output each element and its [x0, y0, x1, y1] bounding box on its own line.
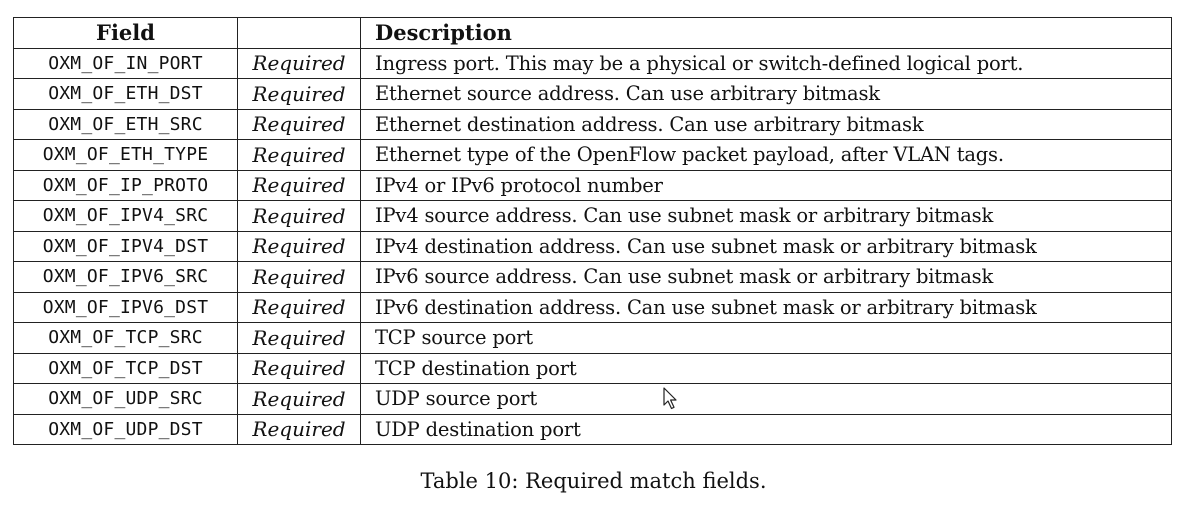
requirement-cell: Required	[237, 78, 361, 110]
table-row: OXM_OF_ETH_TYPE Required Ethernet type o…	[13, 139, 1172, 171]
field-name-cell: OXM_OF_ETH_DST	[13, 78, 238, 110]
header-requirement	[237, 17, 361, 49]
table-row: OXM_OF_TCP_DST Required TCP destination …	[13, 352, 1172, 384]
mouse-pointer-icon	[663, 387, 677, 410]
field-name-cell: OXM_OF_IPV4_SRC	[13, 200, 238, 232]
table-row: OXM_OF_IPV6_DST Required IPv6 destinatio…	[13, 291, 1172, 323]
table-row: OXM_OF_IPV4_DST Required IPv4 destinatio…	[13, 230, 1172, 262]
table-body: OXM_OF_IN_PORT Required Ingress port. Th…	[13, 47, 1172, 445]
requirement-cell: Required	[237, 47, 361, 79]
requirement-cell: Required	[237, 383, 361, 415]
requirement-cell: Required	[237, 322, 361, 354]
table-row: OXM_OF_IN_PORT Required Ingress port. Th…	[13, 47, 1172, 79]
table-row: OXM_OF_ETH_DST Required Ethernet source …	[13, 78, 1172, 110]
requirement-cell: Required	[237, 413, 361, 445]
match-fields-table: Field Description OXM_OF_IN_PORT Require…	[13, 17, 1172, 445]
field-name-cell: OXM_OF_TCP_SRC	[13, 322, 238, 354]
table-row: OXM_OF_TCP_SRC Required TCP source port	[13, 322, 1172, 354]
description-cell: Ethernet type of the OpenFlow packet pay…	[360, 139, 1172, 171]
description-cell: IPv4 source address. Can use subnet mask…	[360, 200, 1172, 232]
table-row: OXM_OF_IPV4_SRC Required IPv4 source add…	[13, 200, 1172, 232]
description-cell: UDP source port	[360, 383, 1172, 415]
field-name-cell: OXM_OF_IPV4_DST	[13, 230, 238, 262]
requirement-cell: Required	[237, 352, 361, 384]
requirement-cell: Required	[237, 108, 361, 140]
field-name-cell: OXM_OF_IPV6_SRC	[13, 261, 238, 293]
requirement-cell: Required	[237, 230, 361, 262]
description-cell: IPv4 destination address. Can use subnet…	[360, 230, 1172, 262]
field-name-cell: OXM_OF_IP_PROTO	[13, 169, 238, 201]
description-cell: Ingress port. This may be a physical or …	[360, 47, 1172, 79]
description-cell: Ethernet source address. Can use arbitra…	[360, 78, 1172, 110]
field-name-cell: OXM_OF_IPV6_DST	[13, 291, 238, 323]
table-row: OXM_OF_ETH_SRC Required Ethernet destina…	[13, 108, 1172, 140]
description-cell: IPv4 or IPv6 protocol number	[360, 169, 1172, 201]
field-name-cell: OXM_OF_ETH_TYPE	[13, 139, 238, 171]
description-cell: TCP source port	[360, 322, 1172, 354]
table-row: OXM_OF_IP_PROTO Required IPv4 or IPv6 pr…	[13, 169, 1172, 201]
requirement-cell: Required	[237, 291, 361, 323]
table-caption: Table 10: Required match fields.	[420, 469, 767, 493]
field-name-cell: OXM_OF_IN_PORT	[13, 47, 238, 79]
requirement-cell: Required	[237, 261, 361, 293]
description-cell: TCP destination port	[360, 352, 1172, 384]
table-row: OXM_OF_UDP_DST Required UDP destination …	[13, 413, 1172, 445]
field-name-cell: OXM_OF_UDP_DST	[13, 413, 238, 445]
field-name-cell: OXM_OF_TCP_DST	[13, 352, 238, 384]
requirement-cell: Required	[237, 200, 361, 232]
field-name-cell: OXM_OF_UDP_SRC	[13, 383, 238, 415]
requirement-cell: Required	[237, 169, 361, 201]
description-cell: UDP destination port	[360, 413, 1172, 445]
table-header-row: Field Description	[13, 17, 1172, 49]
requirement-cell: Required	[237, 139, 361, 171]
description-cell: Ethernet destination address. Can use ar…	[360, 108, 1172, 140]
header-field: Field	[13, 17, 238, 49]
description-cell: IPv6 destination address. Can use subnet…	[360, 291, 1172, 323]
field-name-cell: OXM_OF_ETH_SRC	[13, 108, 238, 140]
header-description: Description	[360, 17, 1172, 49]
table-row: OXM_OF_IPV6_SRC Required IPv6 source add…	[13, 261, 1172, 293]
table-row: OXM_OF_UDP_SRC Required UDP source port	[13, 383, 1172, 415]
description-cell: IPv6 source address. Can use subnet mask…	[360, 261, 1172, 293]
